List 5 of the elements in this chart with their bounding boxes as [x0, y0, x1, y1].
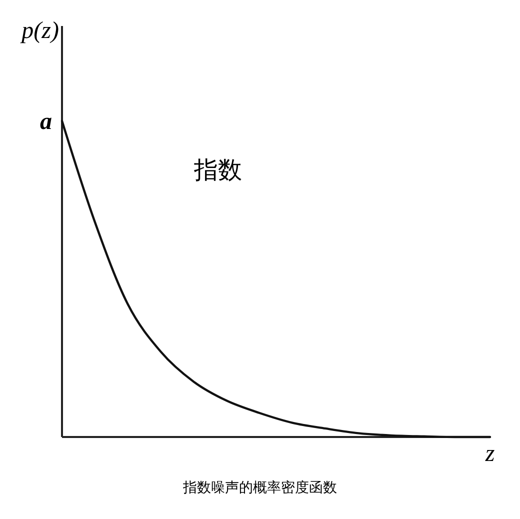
text: 指数噪声的概率密度函数 [182, 480, 337, 496]
annotation: 指数 [193, 156, 242, 184]
y-axis-title: p(z) [20, 18, 60, 44]
text: a [40, 109, 52, 135]
x-axis-title: z [484, 441, 496, 467]
